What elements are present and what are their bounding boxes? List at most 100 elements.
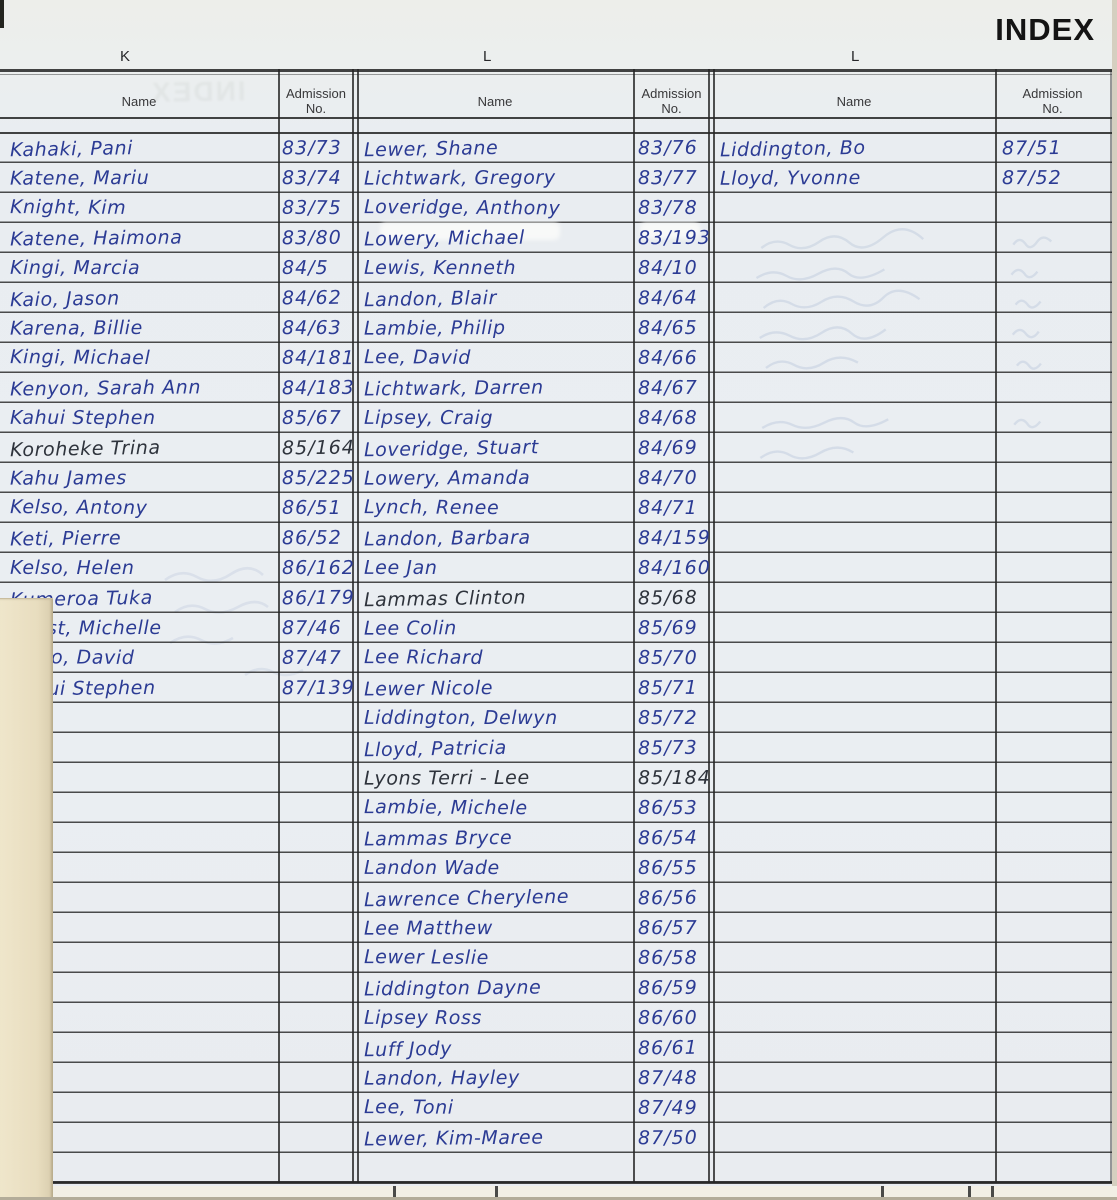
entry-name: Lee, David	[363, 346, 471, 369]
entry-name: Lyons Terri - Lee	[363, 766, 530, 790]
entry-admission-no: 84/63	[281, 316, 342, 340]
entry-admission-no: 83/76	[637, 136, 698, 160]
scan-edge-mark	[0, 0, 4, 28]
entry-name: Loveridge, Anthony	[363, 196, 561, 220]
entry-admission-no: 86/179	[281, 586, 355, 610]
whiteout-patch	[640, 222, 700, 238]
entry-name: Kingi, Marcia	[9, 256, 141, 279]
col1-col2-separator-a	[352, 69, 354, 1183]
under-page-edge	[0, 598, 53, 1200]
entry-name: Lammas Bryce	[363, 826, 513, 851]
entry-name: Lichtwark, Darren	[363, 376, 544, 401]
entry-admission-no: 86/55	[637, 856, 698, 880]
entry-admission-no: 84/64	[637, 286, 698, 310]
entry-admission-no: 85/71	[637, 676, 698, 700]
entry-admission-no: 86/61	[637, 1036, 698, 1060]
next-page-line	[881, 1186, 884, 1200]
entry-admission-no: 85/70	[637, 646, 698, 670]
entry-admission-no: 84/65	[637, 316, 698, 340]
header-top-border	[0, 69, 1112, 72]
entry-admission-no: 87/51	[1001, 136, 1062, 160]
section-letter-k: K	[120, 48, 132, 65]
entry-admission-no: 86/53	[637, 796, 698, 820]
entry-admission-no: 83/80	[281, 226, 342, 250]
entry-admission-no: 86/60	[637, 1006, 698, 1030]
next-page-line	[991, 1186, 994, 1200]
entry-name: Landon Wade	[363, 856, 500, 880]
entry-name: Lichtwark, Gregory	[363, 166, 556, 190]
entry-admission-no: 84/10	[637, 256, 698, 280]
col3-admission-header: Admission No.	[1022, 86, 1083, 116]
entry-admission-no: 84/70	[637, 466, 698, 490]
entry-admission-no: 87/50	[637, 1126, 698, 1150]
entry-admission-no: 87/139	[281, 676, 355, 700]
next-page-line	[495, 1186, 498, 1200]
entry-name: Knight, Kim	[9, 196, 127, 219]
col3-name-header: Name	[836, 94, 872, 109]
scan-bottom-edge	[0, 1197, 1117, 1200]
entry-admission-no: 86/57	[637, 916, 698, 940]
entry-admission-no: 83/75	[281, 196, 342, 220]
entry-admission-no: 86/52	[281, 526, 342, 550]
entry-admission-no: 87/48	[637, 1066, 698, 1090]
index-title: INDEX	[995, 12, 1095, 47]
entry-admission-no: 85/184	[637, 766, 711, 790]
entry-name: Kelso, Antony	[9, 496, 148, 520]
entry-admission-no: 83/78	[637, 196, 698, 220]
entry-name: Lawrence Cherylene	[363, 885, 570, 912]
entry-name: Kahu James	[9, 467, 127, 490]
page-right-edge	[1112, 0, 1117, 1200]
entry-name: Lloyd, Patricia	[363, 736, 508, 762]
col2-name-header: Name	[477, 94, 513, 109]
entry-admission-no: 85/69	[637, 616, 698, 640]
entry-admission-no: 85/72	[637, 706, 698, 730]
entry-name: Liddington, Delwyn	[363, 706, 558, 730]
entry-name: Lynch, Renee	[363, 496, 500, 520]
entry-name: Kingi, Michael	[9, 346, 151, 370]
entry-admission-no: 83/74	[281, 166, 342, 190]
entry-admission-no: 85/68	[637, 586, 698, 610]
col1-col2-separator-b	[357, 69, 359, 1183]
col3-admission-divider	[995, 69, 997, 1183]
col2-admission-header: Admission No.	[641, 86, 702, 116]
entry-name: Liddington Dayne	[363, 976, 542, 1001]
col2-admission-divider	[633, 69, 635, 1183]
col2-col3-separator-b	[713, 69, 715, 1183]
first-row-border	[0, 132, 1112, 134]
entry-admission-no: 84/68	[637, 406, 698, 430]
entry-admission-no: 86/56	[637, 886, 698, 910]
entry-name: Kelso, Helen	[9, 556, 135, 579]
entry-admission-no: 85/225	[281, 466, 355, 490]
entry-name: Lloyd, Yvonne	[719, 166, 861, 190]
entry-name: Lewer, Shane	[363, 136, 499, 162]
entry-admission-no: 84/62	[281, 286, 342, 310]
entry-admission-no: 84/66	[637, 346, 698, 370]
entry-admission-no: 87/47	[281, 646, 342, 670]
col1-admission-divider	[278, 69, 280, 1183]
entry-admission-no: 86/59	[637, 976, 698, 1000]
entry-name: Lewer Nicole	[363, 677, 494, 701]
entry-name: Kenyon, Sarah Ann	[9, 376, 202, 401]
section-letter-l2: L	[851, 48, 861, 65]
entry-admission-no: 86/162	[281, 556, 355, 580]
entry-name: Lewer, Kim-Maree	[363, 1126, 544, 1151]
entry-admission-no: 87/52	[1001, 166, 1062, 190]
entry-name: Lambie, Michele	[363, 796, 528, 820]
entry-admission-no: 84/69	[637, 436, 698, 460]
table-bottom-border	[53, 1181, 1112, 1184]
entry-name: Landon, Blair	[363, 286, 498, 312]
entry-name: Lowery, Amanda	[363, 466, 531, 490]
col1-admission-header: Admission No.	[286, 86, 346, 116]
entry-admission-no: 86/58	[637, 946, 698, 970]
entry-name: Kahui Stephen	[9, 406, 156, 430]
section-letter-l1: L	[483, 48, 493, 65]
entry-admission-no: 84/67	[637, 376, 698, 400]
entry-admission-no: 83/73	[281, 136, 342, 160]
entry-admission-no: 84/71	[637, 496, 698, 520]
entry-name: Kaio, Jason	[9, 287, 121, 312]
entry-name: Karena, Billie	[9, 316, 143, 340]
entry-admission-no: 83/77	[637, 166, 698, 190]
header-top-border-inner	[0, 74, 1112, 75]
entry-name: Lee Richard	[363, 646, 484, 669]
